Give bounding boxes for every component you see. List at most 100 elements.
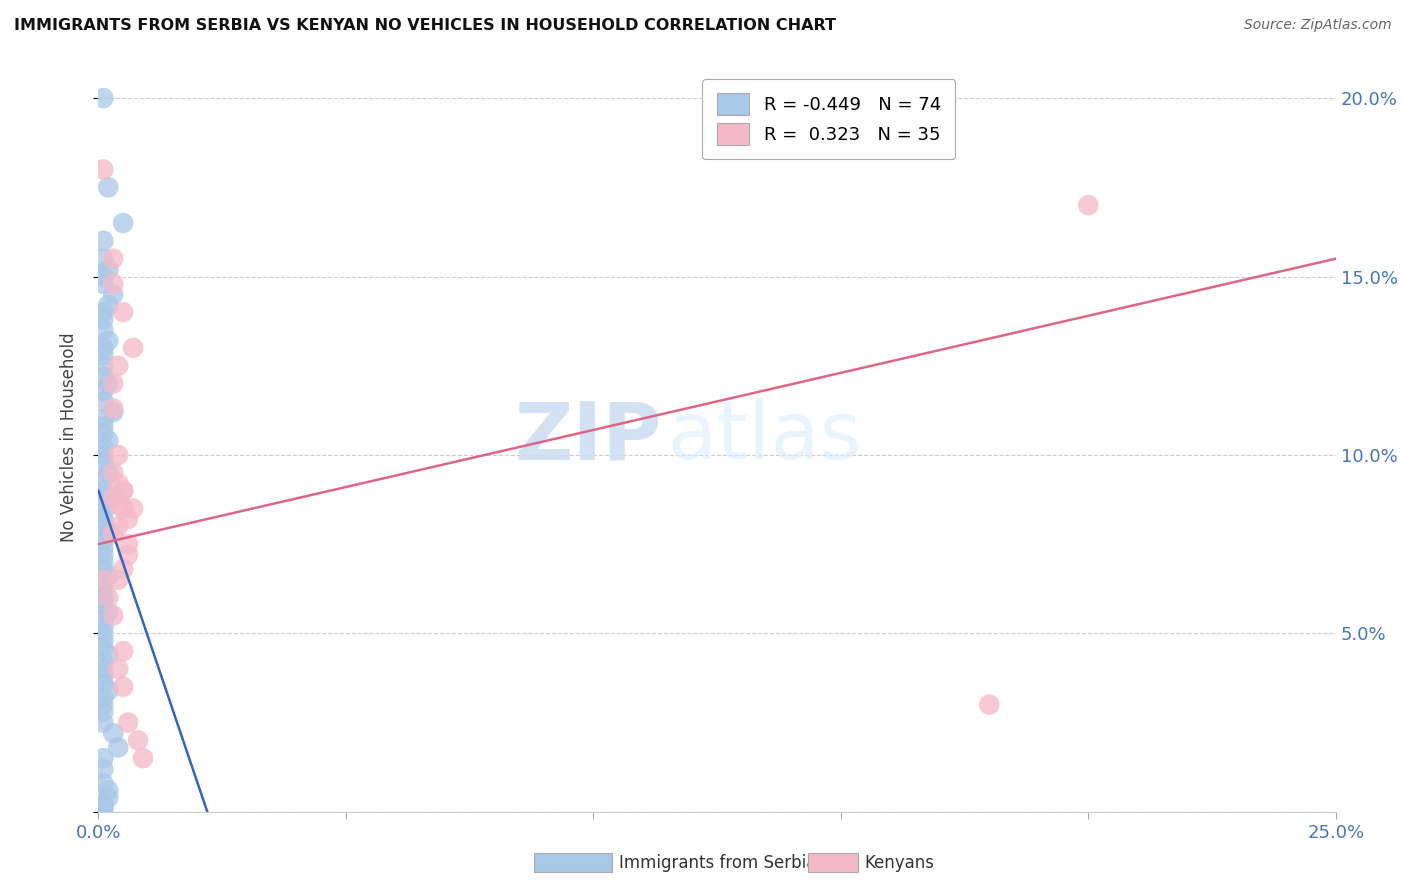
Point — [93, 698, 115, 712]
Point — [93, 348, 115, 362]
Point — [127, 733, 149, 747]
Point — [97, 605, 120, 619]
Point — [112, 562, 135, 576]
Text: IMMIGRANTS FROM SERBIA VS KENYAN NO VEHICLES IN HOUSEHOLD CORRELATION CHART: IMMIGRANTS FROM SERBIA VS KENYAN NO VEHI… — [14, 18, 837, 33]
Point — [93, 369, 115, 384]
Point — [93, 498, 115, 512]
Point — [112, 680, 135, 694]
Point — [93, 483, 115, 498]
Point — [103, 376, 125, 391]
Point — [97, 491, 120, 505]
Point — [93, 505, 115, 519]
Point — [93, 676, 115, 690]
Point — [93, 776, 115, 790]
Point — [93, 359, 115, 373]
Point — [97, 683, 120, 698]
Text: atlas: atlas — [668, 398, 862, 476]
Point — [93, 562, 115, 576]
Point — [93, 555, 115, 569]
Point — [107, 662, 129, 676]
Point — [97, 790, 120, 805]
Point — [97, 466, 120, 480]
Point — [117, 548, 139, 562]
Point — [112, 483, 135, 498]
Point — [93, 533, 115, 548]
Point — [103, 405, 125, 419]
Point — [93, 519, 115, 533]
Point — [103, 726, 125, 740]
Point — [93, 619, 115, 633]
Legend: R = -0.449   N = 74, R =  0.323   N = 35: R = -0.449 N = 74, R = 0.323 N = 35 — [703, 79, 956, 159]
Point — [93, 234, 115, 248]
Point — [93, 394, 115, 409]
Point — [93, 801, 115, 815]
Point — [93, 162, 115, 177]
Point — [103, 287, 125, 301]
Point — [97, 298, 120, 312]
Point — [103, 466, 125, 480]
Point — [107, 498, 129, 512]
Point — [132, 751, 155, 765]
Point — [93, 473, 115, 487]
Point — [1077, 198, 1099, 212]
Point — [93, 305, 115, 319]
Point — [122, 341, 145, 355]
Point — [97, 526, 120, 541]
Point — [93, 591, 115, 605]
Point — [93, 441, 115, 455]
Point — [117, 512, 139, 526]
Text: Source: ZipAtlas.com: Source: ZipAtlas.com — [1244, 18, 1392, 32]
Point — [93, 662, 115, 676]
Point — [93, 419, 115, 434]
Point — [93, 612, 115, 626]
Text: ZIP: ZIP — [515, 398, 661, 476]
Point — [93, 512, 115, 526]
Point — [117, 715, 139, 730]
Point — [97, 180, 120, 194]
Point — [979, 698, 1001, 712]
Point — [93, 323, 115, 337]
Point — [93, 252, 115, 266]
Y-axis label: No Vehicles in Household: No Vehicles in Household — [59, 332, 77, 542]
Point — [93, 448, 115, 462]
Point — [93, 705, 115, 719]
Point — [97, 569, 120, 583]
Point — [93, 91, 115, 105]
Point — [103, 252, 125, 266]
Point — [103, 491, 125, 505]
Point — [93, 312, 115, 326]
Point — [117, 537, 139, 551]
Point — [93, 762, 115, 776]
Text: Immigrants from Serbia: Immigrants from Serbia — [619, 854, 815, 871]
Point — [97, 376, 120, 391]
Point — [107, 740, 129, 755]
Point — [112, 501, 135, 516]
Point — [97, 591, 120, 605]
Point — [103, 608, 125, 623]
Point — [112, 483, 135, 498]
Point — [103, 401, 125, 416]
Point — [93, 640, 115, 655]
Point — [112, 216, 135, 230]
Point — [93, 384, 115, 398]
Point — [93, 412, 115, 426]
Point — [93, 690, 115, 705]
Point — [93, 548, 115, 562]
Point — [93, 715, 115, 730]
Point — [93, 626, 115, 640]
Point — [97, 262, 120, 277]
Point — [107, 519, 129, 533]
Point — [93, 797, 115, 812]
Point — [97, 783, 120, 797]
Point — [93, 426, 115, 441]
Point — [107, 476, 129, 491]
Point — [93, 655, 115, 669]
Point — [93, 541, 115, 555]
Point — [93, 751, 115, 765]
Point — [93, 277, 115, 291]
Point — [107, 359, 129, 373]
Point — [93, 573, 115, 587]
Point — [93, 576, 115, 591]
Point — [97, 648, 120, 662]
Point — [93, 801, 115, 815]
